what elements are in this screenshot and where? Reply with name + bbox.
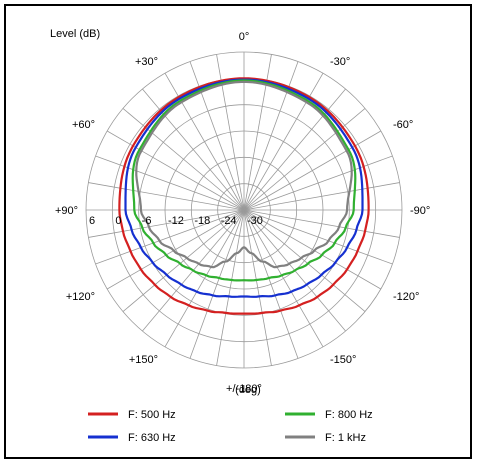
legend-entry: F: 630 Hz [128,432,176,444]
grid-spoke [189,209,245,359]
grid-spoke [164,72,245,211]
grid-spoke [122,108,245,211]
grid-spoke [95,155,245,211]
series-line-f-800-hz [131,79,357,282]
radial-tick-label: -18 [194,215,210,227]
grid-spoke [243,155,393,211]
angle-label: +/-180° [226,383,262,395]
angle-label: -120° [393,291,419,303]
data-series [118,77,370,315]
angle-label: +60° [72,119,95,131]
series-line-f-500-hz [118,77,370,315]
grid-spoke [243,209,366,312]
angle-label: -90° [410,205,430,217]
angle-label: -30° [330,56,350,68]
y-axis-label: Level (dB) [50,28,100,40]
grid-spoke [142,88,245,211]
radial-tick-label: -6 [142,215,152,227]
series-line-f-630-hz [124,78,364,298]
grid-spoke [243,209,272,366]
grid-spoke [106,209,245,290]
radial-tick-label: -30 [247,215,263,227]
polar-grid [85,51,403,369]
grid-spoke [88,209,245,238]
angle-label: 0° [239,31,250,43]
grid-spoke [243,209,324,348]
angle-label: -60° [393,119,413,131]
grid-spoke [243,209,382,290]
grid-spoke [106,130,245,211]
radial-tick-label: -12 [168,215,184,227]
polar-chart: 6 0 -6 -12 -18 -24 -30 0° -30° -60° -90° -120° -150… [50,28,430,444]
legend-entry: F: 500 Hz [128,409,176,421]
angle-label: +90° [55,205,78,217]
radial-tick-label: 0 [115,215,121,227]
angle-label: +30° [135,56,158,68]
legend-entry: F: 1 kHz [325,432,366,444]
grid-spoke [243,108,366,211]
grid-spoke [164,209,245,348]
grid-spoke [95,209,245,265]
grid-spoke [243,130,382,211]
angle-labels: 0° -30° -60° -90° -120° -150° +/-180° +150° +120… [55,31,430,395]
grid-spoke [243,209,393,265]
angle-label: +120° [66,291,95,303]
grid-spoke [216,209,245,366]
series-line-f-1-khz [135,80,353,269]
angle-label: +150° [129,354,158,366]
grid-spoke [243,209,299,359]
x-axis-label: (deg) [235,384,261,396]
radial-tick-label: 6 [89,215,95,227]
grid-spoke [243,209,400,238]
angle-label: -150° [330,354,356,366]
radial-tick-labels: 6 0 -6 -12 -18 -24 -30 [89,215,263,227]
grid-spoke [243,72,324,211]
chart-frame: 6 0 -6 -12 -18 -24 -30 0° -30° -60° -90° -120° -150… [4,4,472,459]
grid-spoke [243,88,346,211]
grid-spoke [88,182,245,211]
grid-spoke [243,182,400,211]
radial-tick-label: -24 [221,215,237,227]
legend: F: 500 Hz F: 800 Hz F: 630 Hz F: 1 kHz [88,409,373,444]
legend-entry: F: 800 Hz [325,409,373,421]
grid-spoke [122,209,245,312]
